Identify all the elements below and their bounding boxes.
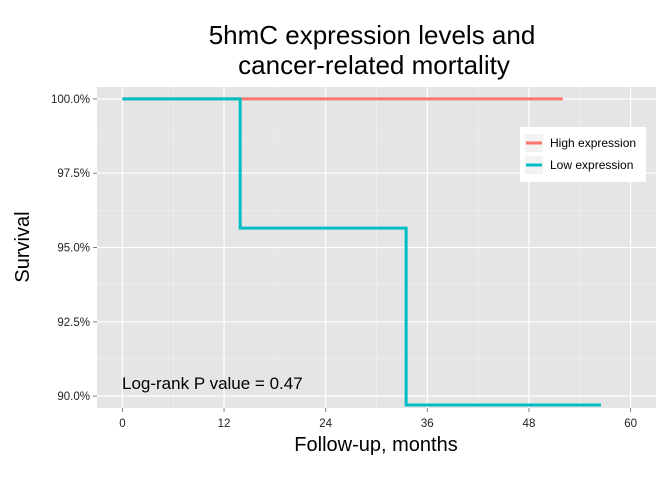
- y-tick-label: 97.5%: [57, 168, 90, 180]
- y-tick-label: 95.0%: [57, 243, 90, 255]
- x-tick-label: 60: [624, 418, 637, 430]
- chart-title-line-1: 5hmC expression levels and: [209, 20, 536, 50]
- chart-title-line-2: cancer-related mortality: [238, 50, 510, 80]
- legend: High expression Low expression: [520, 127, 646, 182]
- x-tick-label: 24: [319, 418, 332, 430]
- y-axis-ticks: 90.0% 92.5% 95.0% 97.5% 100.0%: [51, 94, 97, 403]
- legend-label: High expression: [550, 136, 636, 150]
- x-tick-label: 36: [421, 418, 434, 430]
- y-axis-title: Survival: [12, 211, 34, 282]
- x-tick-label: 12: [218, 418, 231, 430]
- x-tick-label: 48: [523, 418, 536, 430]
- x-axis-title: Follow-up, months: [294, 434, 457, 456]
- log-rank-annotation: Log-rank P value = 0.47: [122, 374, 303, 393]
- series-line-low-expression: [122, 97, 601, 407]
- y-tick-label: 90.0%: [57, 391, 90, 403]
- legend-label: Low expression: [550, 158, 633, 172]
- x-axis-ticks: 0 12 24 36 48 60: [119, 408, 637, 430]
- x-tick-label: 0: [119, 418, 125, 430]
- y-tick-label: 100.0%: [51, 94, 90, 106]
- y-tick-label: 92.5%: [57, 317, 90, 329]
- series-layer: [122, 97, 601, 407]
